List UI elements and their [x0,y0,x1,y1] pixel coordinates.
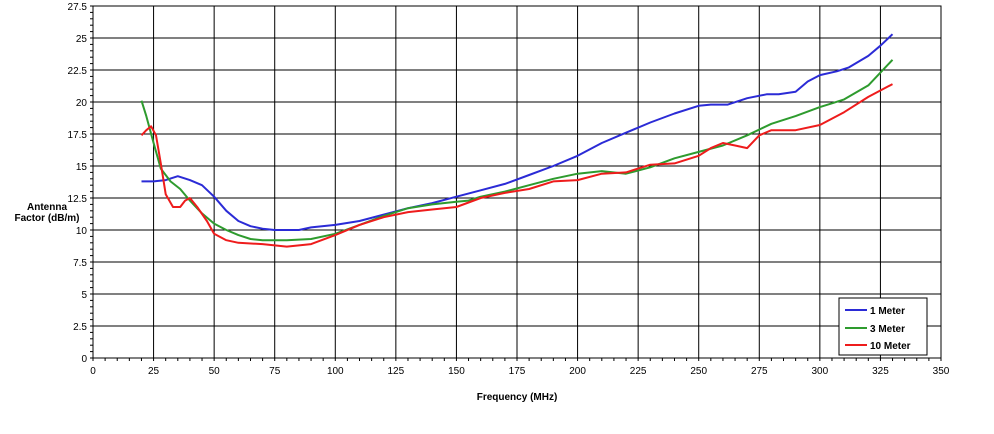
series-layer [140,33,894,248]
y-tick-label: 25 [76,34,88,45]
y-tick-labels: 0 2.5 5 7.5 10 12.5 15 17.5 20 22.5 25 27.5 [68,2,88,365]
y-tick-label: 2.5 [73,322,87,333]
x-tick-label: 175 [509,366,526,377]
x-tick-label: 300 [812,366,829,377]
series-line-1-meter [141,33,894,231]
y-tick-label: 5 [81,290,87,301]
x-tick-label: 25 [148,366,160,377]
x-tick-label: 100 [327,366,344,377]
y-tick-label: 22.5 [68,66,88,77]
y-tick-label: 27.5 [68,2,88,13]
legend: 1 Meter 3 Meter 10 Meter [838,297,928,356]
legend-label-1-meter: 1 Meter [870,306,905,317]
grid-lines [92,5,942,359]
x-tick-labels: 0 25 50 75 100 125 150 175 200 225 250 275 300 325 350 [90,366,950,377]
x-tick-label: 125 [388,366,405,377]
y-axis-title-line1: Antenna [27,202,67,213]
y-tick-label: 7.5 [73,258,87,269]
y-tick-label: 15 [76,162,88,173]
y-axis-title-line2: Factor (dB/m) [15,213,80,224]
x-tick-label: 200 [569,366,586,377]
x-tick-label: 325 [872,366,889,377]
legend-label-10-meter: 10 Meter [870,341,911,352]
series-line-10-meter [140,83,893,248]
y-tick-label: 17.5 [68,130,88,141]
x-tick-label: 225 [630,366,647,377]
x-tick-label: 150 [448,366,465,377]
x-tick-label: 0 [90,366,96,377]
plot-frame [92,5,942,359]
x-tick-label: 250 [690,366,707,377]
y-tick-label: 10 [76,226,88,237]
x-tick-label: 350 [933,366,950,377]
x-tick-label: 50 [209,366,221,377]
y-tick-label: 12.5 [68,194,88,205]
y-tick-label: 0 [81,354,87,365]
y-tick-label: 20 [76,98,88,109]
x-tick-label: 75 [269,366,281,377]
x-tick-label: 275 [751,366,768,377]
x-axis-title: Frequency (MHz) [477,392,558,403]
legend-label-3-meter: 3 Meter [870,324,905,335]
